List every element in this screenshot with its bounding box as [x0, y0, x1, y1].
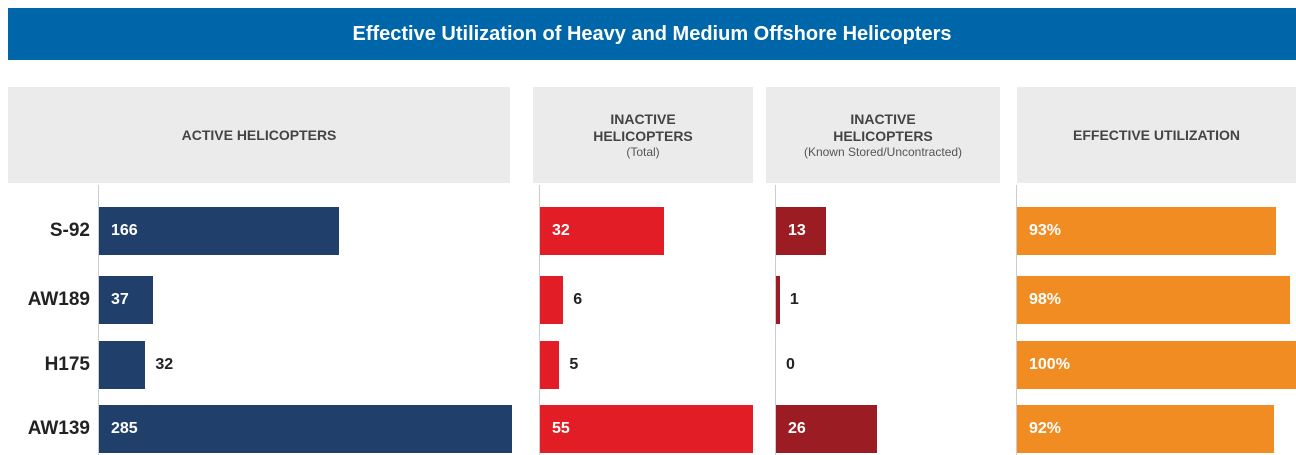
bar	[1017, 341, 1296, 389]
bar	[776, 276, 780, 324]
axis-line	[539, 185, 540, 455]
value-label: 13	[788, 222, 806, 239]
category-label: AW139	[27, 418, 90, 439]
bar	[540, 276, 564, 324]
value-label: 32	[552, 222, 570, 239]
chart-title: Effective Utilization of Heavy and Mediu…	[8, 8, 1296, 60]
value-label: 166	[111, 222, 138, 239]
value-label: 32	[155, 356, 174, 373]
header-title: EFFECTIVE UTILIZATION	[1073, 126, 1240, 143]
value-label: 0	[786, 356, 795, 373]
bar	[99, 207, 340, 255]
value-label: 55	[552, 420, 570, 437]
bar	[99, 276, 153, 324]
axis-line	[98, 185, 99, 455]
value-label: 285	[111, 420, 138, 437]
bar	[1017, 405, 1274, 453]
bar	[1017, 207, 1277, 255]
header-subtitle: (Total)	[626, 145, 660, 159]
header-title: INACTIVE HELICOPTERS	[833, 111, 933, 144]
axis-line	[775, 185, 776, 455]
value-label: 100%	[1029, 356, 1070, 373]
header-title: INACTIVE HELICOPTERS	[593, 111, 693, 144]
header-title: ACTIVE HELICOPTERS	[181, 126, 337, 143]
axis-line	[1016, 185, 1017, 455]
value-label: 5	[569, 356, 579, 373]
bar	[1017, 276, 1291, 324]
bar	[776, 405, 877, 453]
bar	[540, 341, 560, 389]
value-label: 6	[573, 291, 583, 308]
panel-header: INACTIVE HELICOPTERS (Known Stored/Uncont…	[766, 87, 1000, 183]
bar	[99, 341, 146, 389]
bar	[540, 207, 664, 255]
category-label: H175	[44, 354, 90, 375]
panel-header: EFFECTIVE UTILIZATION	[1017, 87, 1296, 183]
bar	[776, 207, 827, 255]
value-label: 37	[111, 291, 129, 308]
value-label: 1	[789, 291, 799, 308]
header-subtitle: (Known Stored/Uncontracted)	[803, 145, 963, 159]
value-label: 26	[788, 420, 806, 437]
bar	[99, 405, 512, 453]
value-label: 92%	[1029, 420, 1062, 437]
panel-header: ACTIVE HELICOPTERS	[8, 87, 510, 183]
panel-header: INACTIVE HELICOPTERS (Total)	[533, 87, 753, 183]
value-label: 98%	[1029, 291, 1062, 308]
category-label: AW189	[27, 289, 90, 310]
value-label: 93%	[1029, 222, 1062, 239]
bar	[540, 405, 754, 453]
category-label: S-92	[49, 220, 90, 241]
